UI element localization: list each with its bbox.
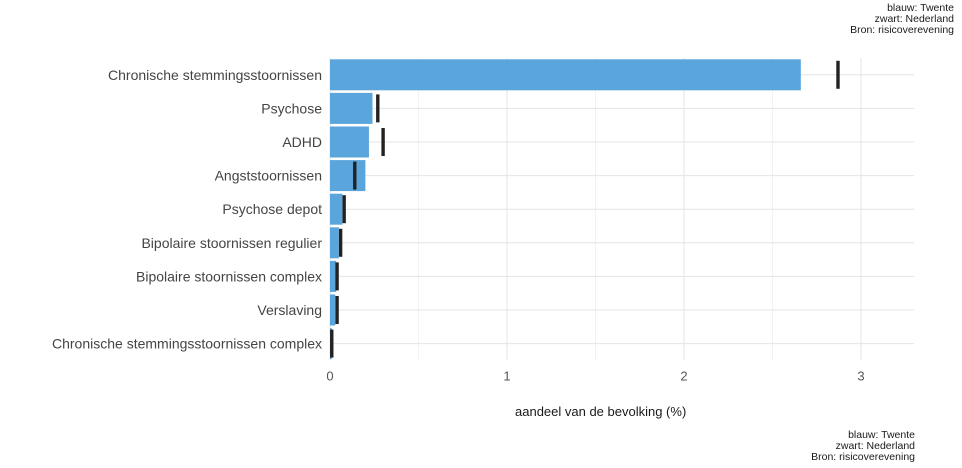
x-axis-label: aandeel van de bevolking (%) <box>515 404 687 419</box>
category-label: Verslaving <box>257 302 322 318</box>
bar-twente <box>330 294 336 326</box>
bar-twente <box>330 126 369 158</box>
x-tick-label: 3 <box>857 368 864 383</box>
category-label: Chronische stemmingsstoornissen complex <box>52 336 322 352</box>
caption-line-black: zwart: Nederland <box>874 13 954 25</box>
category-label: ADHD <box>282 134 322 150</box>
caption-line-source: Bron: risicoverevening <box>811 451 915 463</box>
category-label: Bipolaire stoornissen complex <box>136 268 322 284</box>
caption-line-blue: blauw: Twente <box>848 429 915 441</box>
x-tick-label: 2 <box>680 368 687 383</box>
bar-twente <box>330 227 339 259</box>
x-tick-label: 0 <box>326 368 333 383</box>
chart-caption-bottom: blauw: Twente zwart: Nederland Bron: ris… <box>811 430 915 463</box>
category-label: Psychose depot <box>222 201 322 217</box>
category-label: Bipolaire stoornissen regulier <box>141 235 322 251</box>
bar-twente <box>330 160 366 192</box>
caption-line-black: zwart: Nederland <box>835 440 915 452</box>
category-label: Angststoornissen <box>215 168 322 184</box>
category-label: Psychose <box>261 100 322 116</box>
x-tick-label: 1 <box>503 368 510 383</box>
chart-caption-top: blauw: Twente zwart: Nederland Bron: ris… <box>850 3 954 36</box>
caption-line-blue: blauw: Twente <box>887 2 954 14</box>
bar-twente <box>330 59 801 91</box>
category-label: Chronische stemmingsstoornissen <box>108 67 322 83</box>
caption-line-source: Bron: risicoverevening <box>850 24 954 36</box>
bar-twente <box>330 260 337 292</box>
bar-twente <box>330 193 343 225</box>
bar-twente <box>330 92 373 124</box>
